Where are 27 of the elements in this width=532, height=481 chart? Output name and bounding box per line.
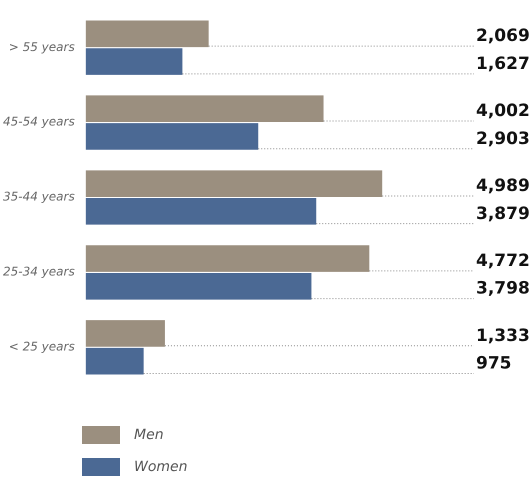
bar: [86, 48, 182, 75]
y-tick-label: 25-34 years: [2, 264, 75, 279]
bar: [86, 198, 316, 225]
data-label: 975: [476, 354, 512, 374]
legend-label: Men: [134, 427, 164, 443]
data-label: 4,772: [476, 250, 530, 271]
bar: [86, 348, 144, 375]
y-tick-label: < 25 years: [8, 339, 75, 354]
bar: [86, 20, 209, 48]
bar: [86, 95, 324, 122]
y-tick-label: > 55 years: [8, 40, 75, 54]
bar: [86, 245, 370, 272]
bar: [86, 123, 258, 150]
data-label: 1,333: [476, 326, 530, 346]
y-tick-label: 45-54 years: [2, 114, 75, 129]
data-label: 3,798: [476, 278, 530, 299]
bar: [86, 320, 165, 347]
data-label: 4,989: [476, 176, 530, 196]
data-label: 2,903: [476, 128, 530, 149]
data-label: 1,627: [476, 54, 530, 74]
legend-label: Women: [134, 459, 188, 475]
data-label: 3,879: [476, 204, 530, 224]
data-label: 2,069: [476, 26, 530, 46]
bar: [86, 272, 312, 300]
y-tick-label: 35-44 years: [2, 190, 75, 204]
bar: [86, 170, 382, 197]
data-label: 4,002: [476, 101, 530, 122]
